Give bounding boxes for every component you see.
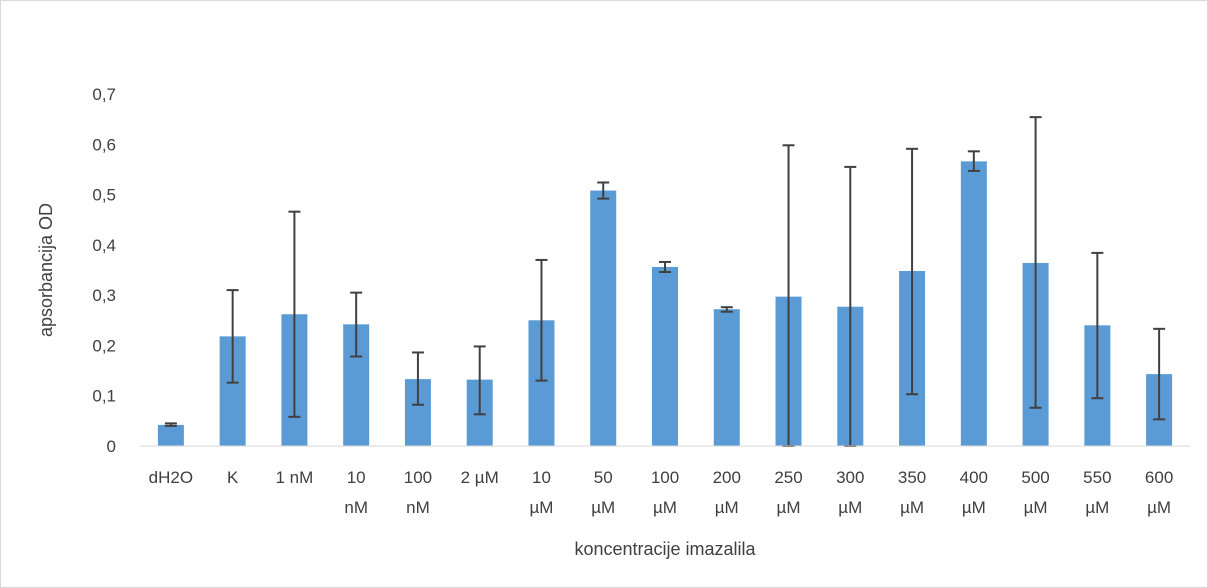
error-bar: [967, 150, 980, 172]
error-bar: [1029, 116, 1042, 409]
y-tick-label: 0,1: [92, 387, 116, 406]
x-category-label: 400 µM: [960, 468, 988, 517]
x-category-label: dH2O: [149, 468, 193, 487]
error-bar: [1153, 327, 1166, 421]
error-bar: [1091, 251, 1104, 400]
error-bar: [473, 345, 486, 416]
y-tick-label: 0,3: [92, 286, 116, 305]
x-axis-title: koncentracije imazalila: [574, 539, 756, 559]
x-category-label: 1 nM: [276, 468, 314, 487]
x-category-label: 10 µM: [529, 468, 553, 517]
x-category-label: 100 µM: [651, 468, 679, 517]
x-category-label: K: [227, 468, 239, 487]
y-axis-ticks: 0 0,1 0,2 0,3 0,4 0,5 0,6 0,7: [92, 85, 116, 456]
bar: [157, 424, 184, 446]
error-bar: [535, 258, 548, 382]
x-category-label: 600 µM: [1145, 468, 1173, 517]
error-bars: [164, 116, 1166, 447]
bars: [157, 161, 1173, 446]
x-category-label: 100 nM: [404, 468, 432, 517]
x-category-label: 500 µM: [1021, 468, 1049, 517]
error-bar: [906, 147, 919, 396]
error-bar: [411, 351, 424, 406]
bar: [652, 266, 678, 446]
y-axis-title: apsorbancija OD: [36, 203, 56, 337]
bar: [960, 161, 987, 446]
error-bar: [288, 210, 301, 418]
x-category-label: 200 µM: [713, 468, 741, 517]
x-category-label: 550 µM: [1083, 468, 1111, 517]
error-bar: [350, 291, 363, 358]
y-tick-label: 0,5: [92, 186, 116, 205]
x-category-label: 50 µM: [591, 468, 615, 517]
y-tick-label: 0: [107, 437, 116, 456]
x-axis-categories: dH2O K 1 nM 10 nM 100 nM 2 µM 10 µM 50 µM 100 µM 200 µM…: [149, 468, 1174, 517]
error-bar: [597, 181, 610, 200]
error-bar: [659, 260, 671, 274]
y-tick-label: 0,2: [92, 336, 116, 355]
bar: [590, 190, 617, 446]
x-category-label: 10 nM: [344, 468, 368, 517]
bar: [713, 309, 740, 446]
x-category-label: 350 µM: [898, 468, 926, 517]
x-category-label: 2 µM: [461, 468, 499, 487]
x-category-label: 300 µM: [836, 468, 864, 517]
error-bar: [164, 422, 177, 427]
x-category-label: 250 µM: [774, 468, 802, 517]
y-tick-label: 0,4: [92, 236, 116, 255]
y-tick-label: 0,7: [92, 85, 116, 104]
error-bar: [226, 289, 239, 384]
error-bar: [720, 306, 733, 313]
y-tick-label: 0,6: [92, 135, 116, 154]
